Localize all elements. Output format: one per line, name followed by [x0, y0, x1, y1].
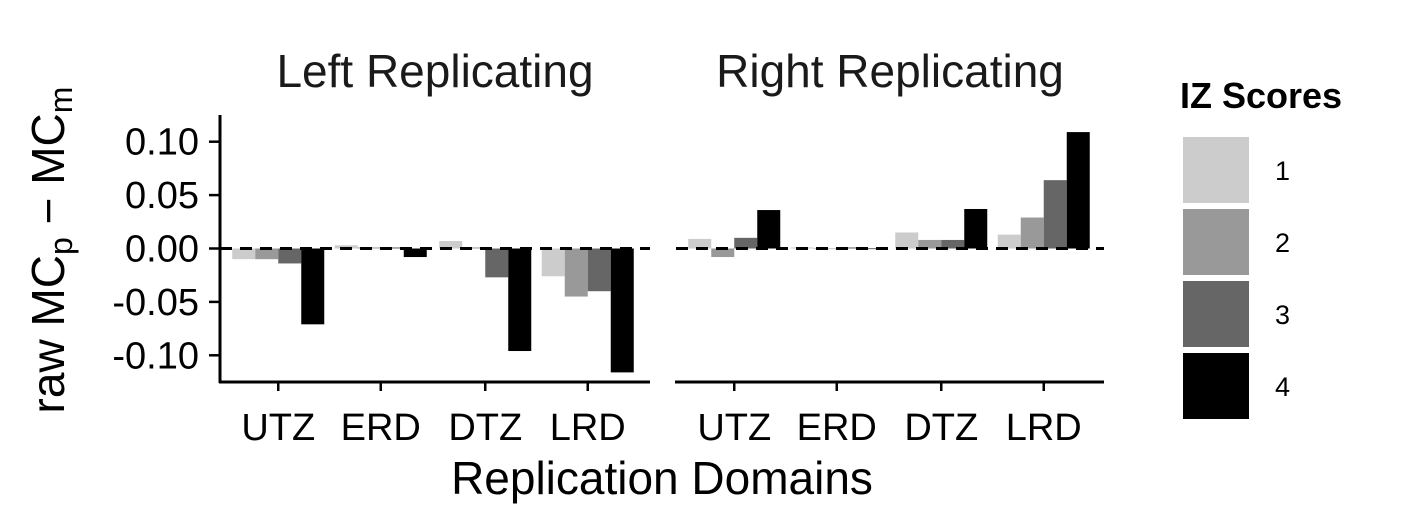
legend-title: IZ Scores [1180, 75, 1342, 116]
x-tick-label-lrd: LRD [550, 407, 626, 449]
bar-left-erd-iz4 [403, 248, 427, 258]
facet-title-left: Left Replicating [276, 45, 593, 97]
bar-right-dtz-iz4 [964, 208, 988, 249]
legend-swatch-1 [1183, 137, 1249, 203]
bar-left-erd-iz1 [334, 245, 358, 249]
y-tick-label: -0.10 [112, 335, 199, 377]
bar-right-erd-iz3 [836, 247, 860, 249]
bar-left-erd-iz3 [380, 247, 404, 249]
bar-right-lrd-iz2 [1020, 217, 1044, 249]
facet-title-right: Right Replicating [716, 45, 1064, 97]
y-tick-label: 0.05 [125, 175, 199, 217]
bar-right-dtz-iz1 [895, 232, 919, 249]
bar-left-lrd-iz1 [541, 248, 565, 277]
legend-label-4: 4 [1275, 372, 1290, 402]
y-axis-title: raw MCp − MCm [22, 87, 79, 414]
bar-left-lrd-iz4 [610, 248, 634, 373]
bar-left-utz-iz4 [301, 248, 325, 325]
legend-label-1: 1 [1275, 156, 1290, 186]
bar-left-dtz-iz4 [508, 248, 532, 352]
bar-left-lrd-iz3 [587, 248, 611, 292]
x-tick-label-dtz: DTZ [448, 407, 522, 449]
bar-right-lrd-iz4 [1066, 132, 1090, 249]
bar-left-utz-iz2 [255, 248, 279, 260]
bar-left-utz-iz1 [232, 248, 256, 260]
bar-left-dtz-iz3 [485, 248, 509, 278]
y-tick-label: 0.10 [125, 122, 199, 164]
bar-right-erd-iz4 [859, 248, 883, 250]
bar-right-utz-iz2 [711, 248, 735, 258]
bar-left-utz-iz3 [278, 248, 302, 264]
panel-right-replicating: UTZ ERD DTZ LRD [675, 132, 1104, 449]
bar-right-lrd-iz3 [1043, 180, 1067, 249]
y-axis-ticks: 0.10 0.05 0.00 -0.05 -0.10 [112, 122, 220, 377]
bar-right-utz-iz1 [688, 238, 712, 249]
y-axis-title-minus: − MC [22, 113, 74, 237]
x-tick-label-utz: UTZ [697, 407, 771, 449]
y-tick-label: 0.00 [125, 229, 199, 271]
bar-left-dtz-iz1 [439, 241, 463, 249]
legend-label-3: 3 [1275, 300, 1290, 330]
bar-right-dtz-iz2 [918, 239, 942, 249]
y-axis-title-main: raw MC [22, 255, 74, 413]
y-axis-title-sub1: p [43, 237, 79, 255]
legend-swatch-2 [1183, 209, 1249, 275]
legend-label-2: 2 [1275, 228, 1290, 258]
x-tick-label-utz: UTZ [241, 407, 315, 449]
bar-right-utz-iz3 [734, 237, 758, 249]
x-axis-title: Replication Domains [451, 452, 873, 504]
legend-swatch-4 [1183, 353, 1249, 419]
x-tick-label-lrd: LRD [1006, 407, 1082, 449]
bar-left-dtz-iz2 [462, 247, 486, 249]
x-tick-label-dtz: DTZ [904, 407, 978, 449]
y-tick-label: -0.05 [112, 282, 199, 324]
x-tick-label-erd: ERD [797, 407, 877, 449]
x-tick-label-erd: ERD [341, 407, 421, 449]
legend: 1 2 3 4 [1183, 137, 1290, 419]
panel-left-replicating: UTZ ERD DTZ LRD [218, 115, 650, 449]
y-axis-title-sub2: m [43, 87, 79, 114]
bar-right-utz-iz4 [757, 210, 781, 249]
bar-left-lrd-iz2 [564, 248, 588, 297]
bar-right-lrd-iz1 [997, 234, 1021, 249]
bar-right-dtz-iz3 [941, 239, 965, 249]
legend-swatch-3 [1183, 281, 1249, 347]
